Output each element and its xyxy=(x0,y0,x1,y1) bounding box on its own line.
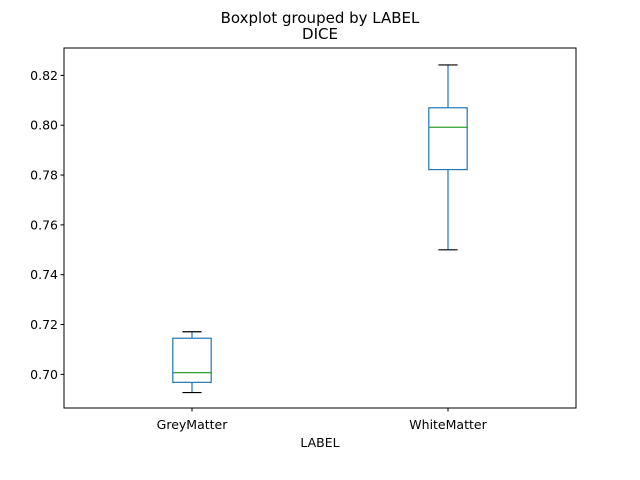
y-tick-label: 0.82 xyxy=(30,68,58,83)
y-tick-label: 0.72 xyxy=(30,317,58,332)
y-tick-label: 0.74 xyxy=(30,267,58,282)
chart-suptitle: Boxplot grouped by LABEL xyxy=(220,9,420,27)
y-tick-label: 0.80 xyxy=(30,118,58,133)
y-axis: 0.70 0.72 0.74 0.76 0.78 0.80 0.82 xyxy=(30,68,64,382)
x-axis: GreyMatter WhiteMatter xyxy=(157,408,488,432)
x-axis-label: LABEL xyxy=(300,435,340,450)
y-tick-label: 0.76 xyxy=(30,217,58,232)
box-greymatter xyxy=(172,331,212,394)
boxes xyxy=(172,64,468,394)
x-tick-label: WhiteMatter xyxy=(409,417,487,432)
x-tick-label: GreyMatter xyxy=(157,417,229,432)
box-iqr xyxy=(428,107,468,171)
box-iqr xyxy=(172,337,212,383)
plot-frame xyxy=(63,47,577,409)
box-whitematter xyxy=(428,64,468,251)
y-tick-label: 0.70 xyxy=(30,367,58,382)
y-tick-label: 0.78 xyxy=(30,168,58,183)
chart-title: DICE xyxy=(302,25,338,43)
